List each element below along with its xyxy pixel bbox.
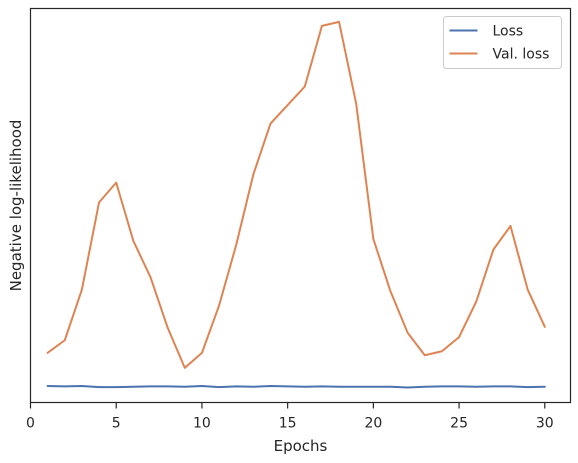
y-axis-title: Negative log-likelihood <box>7 120 25 292</box>
x-tick-label: 20 <box>364 416 382 432</box>
series-line-val-loss <box>46 20 546 369</box>
series-line-loss <box>46 384 546 389</box>
x-tick-label: 25 <box>450 416 468 432</box>
x-axis: 0 5 10 15 20 25 30 <box>26 402 554 432</box>
x-tick-label: 5 <box>112 416 121 432</box>
plot-area <box>29 7 572 404</box>
legend: Loss Val. loss <box>443 16 562 69</box>
series-lines <box>46 20 546 389</box>
legend-label: Val. loss <box>493 47 550 63</box>
legend-label: Loss <box>493 24 524 40</box>
x-tick-label: 15 <box>279 416 297 432</box>
x-axis-title: Epochs <box>274 437 328 455</box>
x-tick-label: 10 <box>193 416 211 432</box>
x-tick-label: 30 <box>536 416 554 432</box>
plot-frame <box>29 7 572 404</box>
x-tick-label: 0 <box>26 416 35 432</box>
